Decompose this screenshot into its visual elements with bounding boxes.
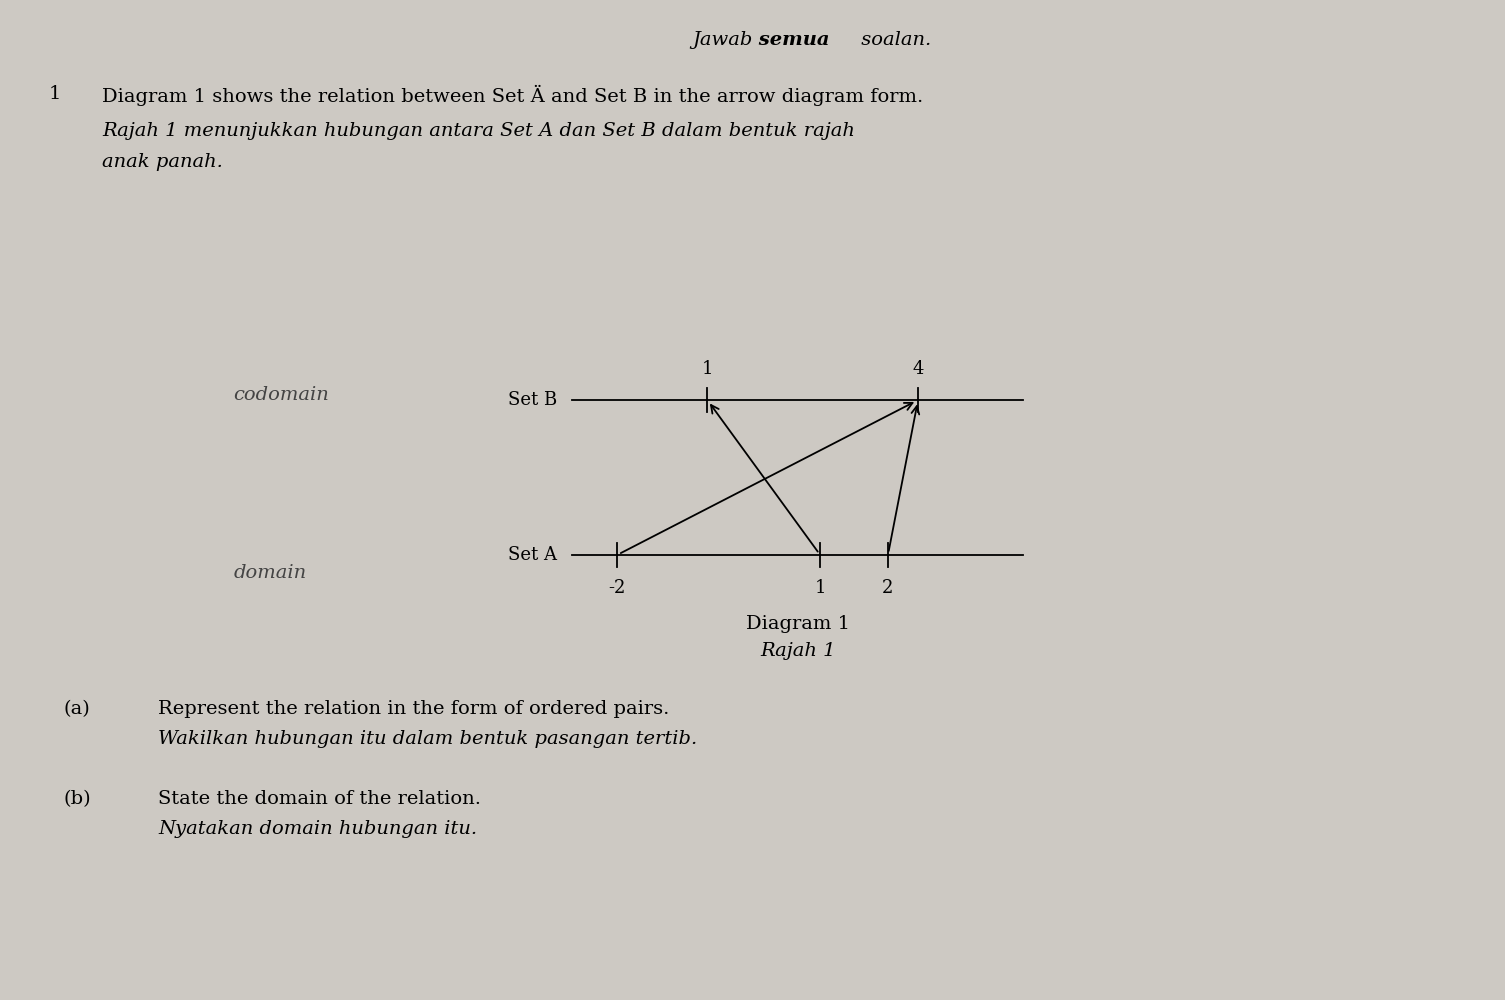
Text: anak panah.: anak panah.	[102, 153, 223, 171]
Text: semua: semua	[752, 31, 829, 49]
Text: 1: 1	[701, 360, 713, 378]
Text: Rajah 1 menunjukkan hubungan antara Set A dan Set B dalam bentuk rajah: Rajah 1 menunjukkan hubungan antara Set …	[102, 122, 855, 140]
Text: (a): (a)	[63, 700, 90, 718]
Text: Rajah 1: Rajah 1	[760, 642, 835, 660]
Text: Wakilkan hubungan itu dalam bentuk pasangan tertib.: Wakilkan hubungan itu dalam bentuk pasan…	[158, 730, 697, 748]
Text: Diagram 1 shows the relation between Set Ä and Set B in the arrow diagram form.: Diagram 1 shows the relation between Set…	[102, 85, 924, 106]
Text: -2: -2	[608, 579, 626, 597]
Text: Jawab: Jawab	[692, 31, 752, 49]
Text: Diagram 1: Diagram 1	[745, 615, 850, 633]
Text: 1: 1	[814, 579, 826, 597]
Text: domain: domain	[233, 564, 307, 582]
Text: Set A: Set A	[507, 546, 557, 564]
Text: Nyatakan domain hubungan itu.: Nyatakan domain hubungan itu.	[158, 820, 477, 838]
Text: soalan.: soalan.	[855, 31, 932, 49]
Text: Represent the relation in the form of ordered pairs.: Represent the relation in the form of or…	[158, 700, 670, 718]
Text: (b): (b)	[63, 790, 90, 808]
Text: Set B: Set B	[507, 391, 557, 409]
Text: codomain: codomain	[233, 386, 330, 404]
Text: 4: 4	[912, 360, 924, 378]
Text: State the domain of the relation.: State the domain of the relation.	[158, 790, 482, 808]
Text: 2: 2	[882, 579, 894, 597]
Text: 1: 1	[48, 85, 60, 103]
